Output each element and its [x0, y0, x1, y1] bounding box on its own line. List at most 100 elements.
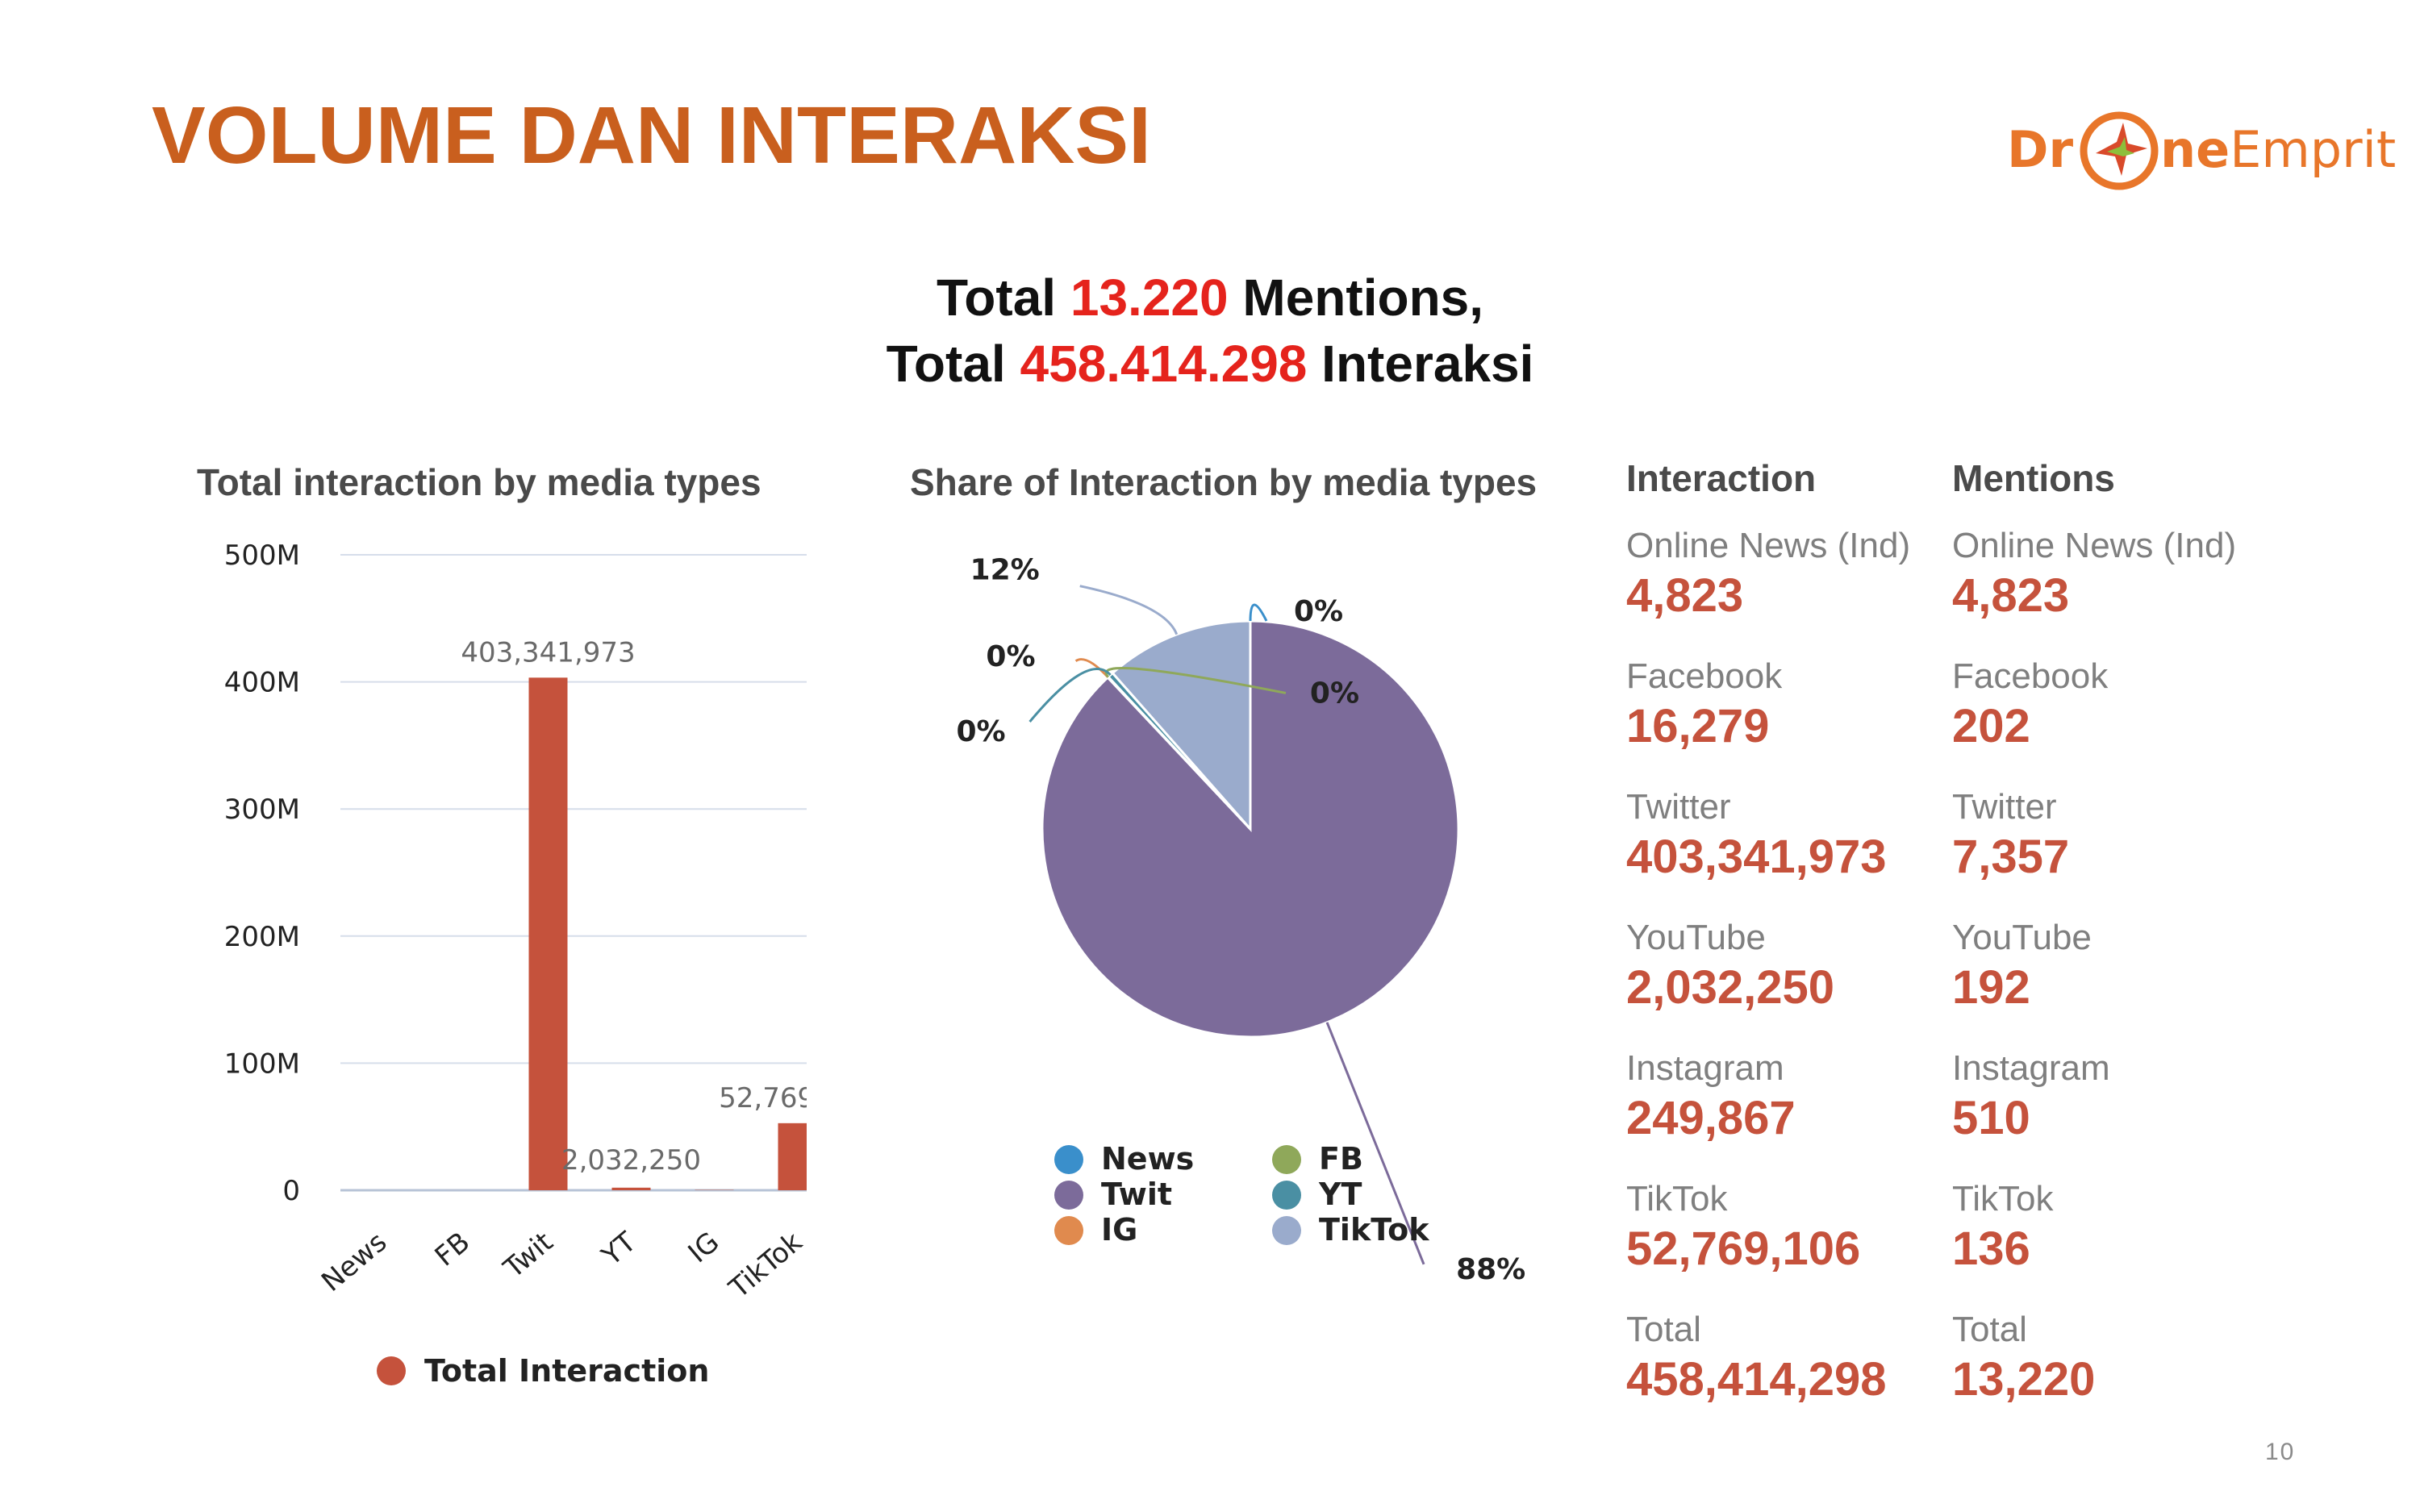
stat-value: 458,414,298	[1626, 1353, 1887, 1406]
stat-label: Online News (Ind)	[1952, 526, 2237, 565]
stat-item: TikTok 136	[1952, 1177, 2275, 1307]
interaction-header: Interaction	[1626, 457, 1817, 499]
stat-item: Online News (Ind) 4,823	[1952, 523, 2275, 654]
bar-twit	[528, 677, 568, 1190]
slice-label: 0%	[986, 640, 1035, 673]
legend-marker-twit	[1054, 1181, 1083, 1210]
leader-line	[1249, 603, 1268, 622]
y-tick-label: 0	[282, 1175, 300, 1207]
x-tick-label: FB	[429, 1226, 477, 1272]
logo-text-right-bold: ne	[2160, 120, 2230, 179]
stat-label: Twitter	[1626, 787, 1731, 827]
drone-emprit-logo: Dr neEmprit	[2007, 106, 2396, 203]
stat-value: 2,032,250	[1626, 961, 1835, 1014]
stat-label: YouTube	[1626, 918, 1766, 957]
legend-marker-news	[1054, 1145, 1083, 1174]
legend-marker-tiktok	[1272, 1216, 1301, 1245]
x-tick-label: TikTok	[723, 1226, 807, 1306]
slide-title: VOLUME DAN INTERAKSI	[152, 90, 1151, 181]
leader-line	[1079, 585, 1179, 635]
stat-item: Facebook 16,279	[1626, 654, 1949, 785]
legend-label: Total Interaction	[424, 1353, 709, 1389]
mentions-list: Online News (Ind) 4,823 Facebook 202 Twitter…	[1952, 523, 2275, 1438]
pie-slice-tiktok	[1111, 619, 1252, 832]
stat-label: Facebook	[1626, 656, 1783, 696]
stat-item: Twitter 403,341,973	[1626, 785, 1949, 915]
interaction-column: Interaction Online News (Ind) 4,823 Facebo…	[1626, 456, 1949, 1438]
legend-marker	[377, 1356, 406, 1385]
headline-interaction-total: 458.414.298	[1020, 335, 1308, 393]
stat-value: 510	[1952, 1092, 2030, 1144]
headline-mentions-total: 13.220	[1070, 269, 1229, 327]
x-tick-label: Twit	[497, 1226, 559, 1285]
stat-label: Total	[1626, 1310, 1701, 1349]
stat-label: TikTok	[1626, 1179, 1728, 1218]
legend-label: Twit	[1101, 1177, 1172, 1212]
stat-label: Total	[1952, 1310, 2027, 1349]
headline-suffix: Interaksi	[1307, 335, 1534, 393]
bar-chart: 0 100M 200M 300M 400M 500M News FB Twit YT IGTikTo…	[224, 539, 807, 1389]
stat-label: YouTube	[1952, 918, 2092, 957]
stat-label: Instagram	[1952, 1048, 2110, 1088]
stat-item: Online News (Ind) 4,823	[1626, 523, 1949, 654]
data-label: 2,032,250	[561, 1144, 701, 1177]
logo-text-right-regular: Emprit	[2230, 120, 2397, 179]
stat-label: TikTok	[1952, 1179, 2054, 1218]
stat-value: 192	[1952, 961, 2030, 1014]
mentions-header: Mentions	[1952, 457, 2115, 499]
stat-item: YouTube 2,032,250	[1626, 915, 1949, 1046]
stat-item: TikTok 52,769,106	[1626, 1177, 1949, 1307]
x-tick-label: News	[315, 1226, 393, 1298]
logo-text-right: neEmprit	[2160, 118, 2396, 182]
stat-item: Total 458,414,298	[1626, 1307, 1949, 1438]
slice-label: 88%	[1456, 1253, 1525, 1286]
stat-value: 13,220	[1952, 1353, 2096, 1406]
y-tick-label: 300M	[224, 793, 300, 826]
x-tick-label: IG	[682, 1226, 726, 1269]
data-label: 403,341,973	[461, 636, 635, 669]
y-tick-label: 100M	[224, 1048, 300, 1080]
stat-label: Twitter	[1952, 787, 2057, 827]
stat-value: 52,769,106	[1626, 1223, 1861, 1275]
stat-value: 4,823	[1626, 569, 1744, 622]
mentions-column: Mentions Online News (Ind) 4,823 Facebook 2…	[1952, 456, 2275, 1438]
stat-item: Instagram 249,867	[1626, 1046, 1949, 1177]
leader-line	[1028, 668, 1112, 723]
stat-value: 16,279	[1626, 700, 1770, 752]
drone-bird-icon	[2080, 111, 2159, 190]
stat-item: Facebook 202	[1952, 654, 2275, 785]
data-label: 52,769,106	[719, 1082, 807, 1114]
stat-value: 403,341,973	[1626, 831, 1887, 883]
stat-label: Facebook	[1952, 656, 2109, 696]
stat-item: YouTube 192	[1952, 915, 2275, 1046]
interaction-list: Online News (Ind) 4,823 Facebook 16,279 Twit…	[1626, 523, 1949, 1438]
stat-item: Instagram 510	[1952, 1046, 2275, 1177]
bar-yt	[611, 1187, 651, 1190]
logo-text-left: Dr	[2007, 120, 2074, 179]
slice-label: 0%	[1310, 677, 1359, 710]
bar-tiktok	[778, 1123, 807, 1190]
headline: Total 13.220 Mentions, Total 458.414.298…	[0, 264, 2420, 397]
pie-chart-title: Share of Interaction by media types	[910, 461, 1538, 503]
slice-label: 0%	[956, 715, 1005, 748]
headline-prefix: Total	[936, 269, 1070, 327]
y-tick-label: 200M	[224, 921, 300, 953]
headline-interaction-line: Total 458.414.298 Interaksi	[0, 331, 2420, 397]
stat-value: 202	[1952, 700, 2030, 752]
stat-value: 136	[1952, 1223, 2030, 1275]
stat-label: Instagram	[1626, 1048, 1784, 1088]
legend-label: News	[1101, 1141, 1194, 1177]
headline-prefix: Total	[886, 335, 1020, 393]
slice-label: 12%	[970, 554, 1040, 587]
stat-value: 4,823	[1952, 569, 2070, 622]
stat-item: Twitter 7,357	[1952, 785, 2275, 915]
stat-item: Total 13,220	[1952, 1307, 2275, 1438]
slice-label: 0%	[1294, 595, 1343, 628]
stat-value: 249,867	[1626, 1092, 1796, 1144]
legend-label: YT	[1318, 1177, 1362, 1212]
legend-marker-ig	[1054, 1216, 1083, 1245]
stat-label: Online News (Ind)	[1626, 526, 1911, 565]
headline-mentions-line: Total 13.220 Mentions,	[0, 264, 2420, 331]
